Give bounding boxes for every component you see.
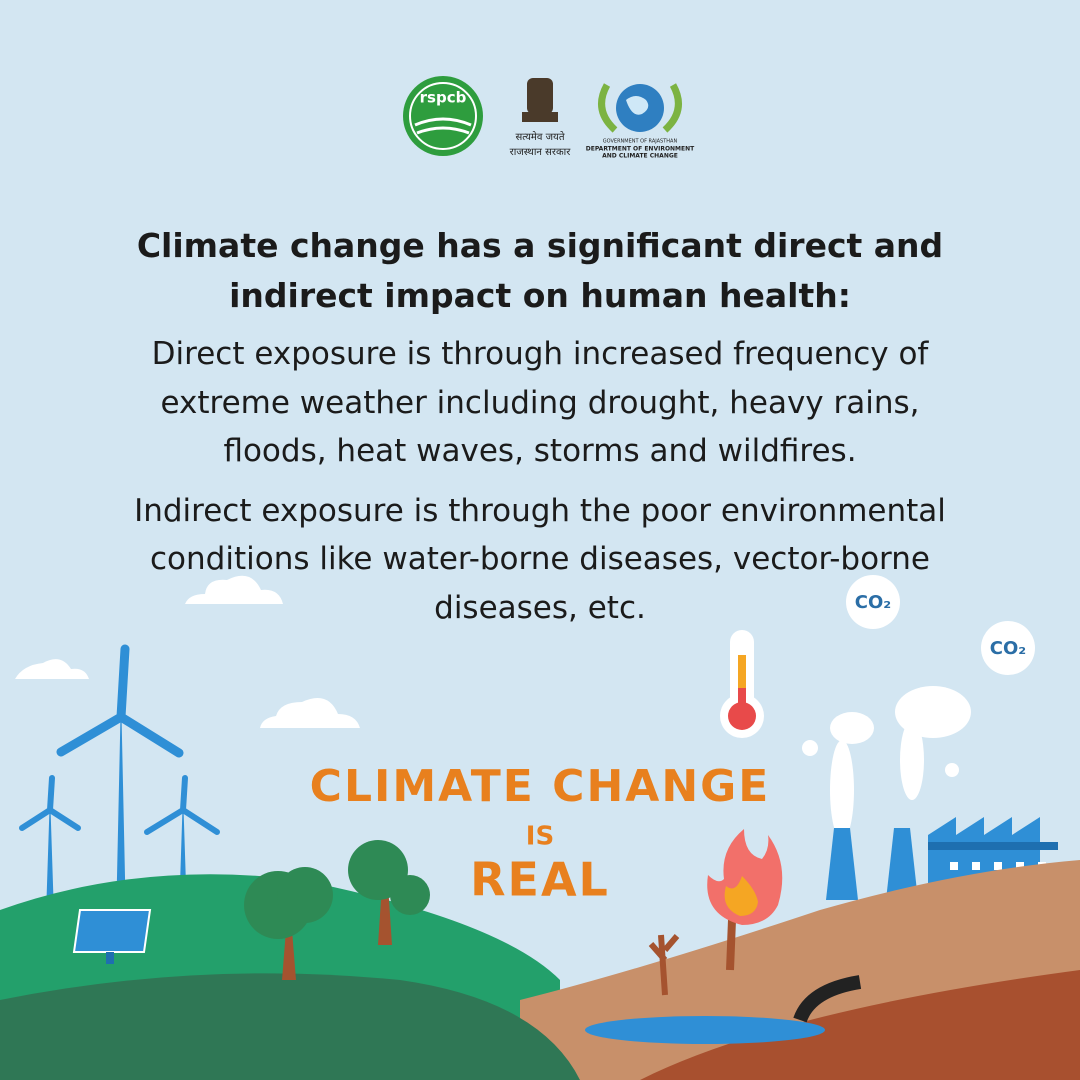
logo-text: rspcb [420, 89, 467, 107]
co2-label: CO₂ [855, 592, 891, 613]
slogan: REAL [470, 853, 610, 907]
clouds [15, 575, 360, 728]
wind-turbines [19, 644, 220, 901]
thermometer [720, 630, 764, 738]
dept-government: GOVERNMENT OF RAJASTHAN [603, 139, 678, 145]
co2-bubble [846, 575, 900, 629]
paragraph-line: Direct exposure is through increased fre… [151, 336, 929, 372]
rspcb-logo: rspcb [403, 76, 483, 156]
paragraph-line: diseases, etc. [434, 590, 646, 626]
solar-panel [72, 909, 152, 964]
emblem-motto: सत्यमेव जयते [515, 131, 564, 143]
fire [707, 829, 783, 925]
paragraph-line: floods, heat waves, storms and wildfires… [223, 433, 857, 469]
paragraph-line: extreme weather including drought, heavy… [160, 385, 920, 421]
co2-bubble [981, 621, 1035, 675]
state-emblem: सत्यमेव जयते राजस्थान सरकार [510, 78, 572, 158]
polluted-water [585, 1016, 825, 1044]
slogan: IS [526, 822, 554, 852]
co2-label: CO₂ [990, 638, 1026, 659]
slogan: CLIMATE CHANGE [310, 761, 771, 812]
dry-land-front [640, 970, 1080, 1080]
trees [244, 840, 736, 996]
heading: Climate change has a significant direct … [136, 226, 944, 265]
smoke [802, 686, 971, 840]
hill-front [0, 973, 580, 1080]
paragraph-line: conditions like water-borne diseases, ve… [150, 541, 930, 577]
dept-name: AND CLIMATE CHANGE [602, 153, 678, 160]
dept-logo: GOVERNMENT OF RAJASTHAN DEPARTMENT OF EN… [586, 83, 695, 160]
heading: indirect impact on human health: [229, 276, 851, 315]
paragraph-line: Indirect exposure is through the poor en… [134, 493, 946, 529]
emblem-state: राजस्थान सरकार [510, 147, 572, 158]
dept-name: DEPARTMENT OF ENVIRONMENT [586, 146, 695, 153]
pipe [793, 975, 862, 1023]
